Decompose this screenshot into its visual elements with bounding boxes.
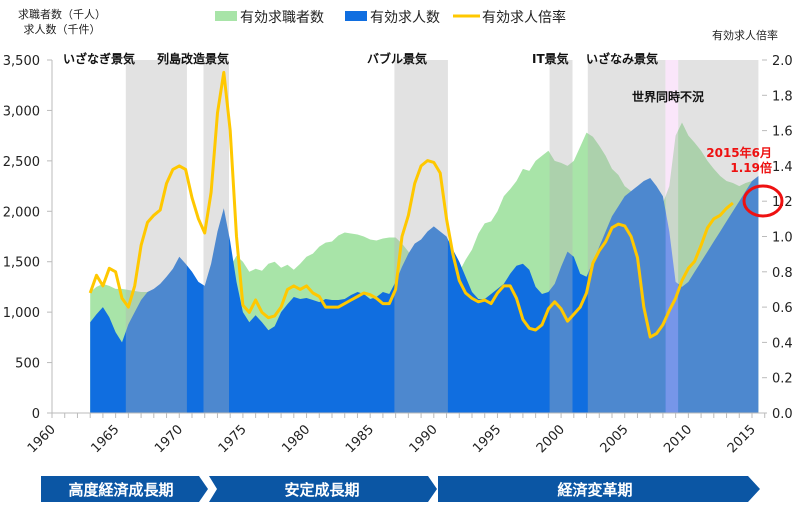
- left-tick-label: 2,500: [3, 155, 40, 170]
- period-label-it: IT景気: [532, 51, 569, 66]
- right-tick-label: 0.2: [772, 372, 793, 387]
- legend-swatch-job-openings: [345, 11, 367, 21]
- x-tick-label: 2000: [534, 422, 568, 456]
- right-tick-label: 0.4: [772, 336, 793, 351]
- ratio-line: [88, 70, 734, 339]
- era-arrow-stable-growth: [209, 476, 437, 502]
- era-arrow-high-growth: [41, 476, 208, 502]
- legend-label-job-openings: 有効求人数: [370, 10, 440, 26]
- left-tick-label: 1,500: [3, 256, 40, 271]
- right-tick-label: 2.0: [772, 54, 793, 69]
- period-label-izanami: いざなみ景気: [586, 51, 658, 66]
- era-label-economic-change: 経済変革期: [557, 481, 632, 499]
- annotation-value: 1.19倍: [730, 160, 772, 175]
- left-tick-label: 1,000: [3, 306, 40, 321]
- x-axis-ticks: 1960 1965 1970 1975 1980 1985 1990 1995 2000 2005…: [25, 413, 766, 456]
- left-axis-ticks: 0 500 1,000 1,500 2,000 2,500 3,000 3,500: [3, 54, 52, 422]
- shaded-period: [125, 60, 187, 413]
- x-tick-label: 2015: [725, 422, 759, 456]
- right-tick-label: 0.8: [772, 266, 793, 281]
- shaded-period: [678, 60, 759, 413]
- right-tick-label: 0.0: [772, 407, 793, 422]
- x-tick-label: 1990: [407, 422, 441, 456]
- x-tick-label: 1965: [88, 422, 122, 456]
- x-tick-label: 2010: [661, 422, 695, 456]
- series-job-openings-area: [90, 176, 759, 413]
- legend-label-ratio: 有効求人倍率: [482, 9, 566, 26]
- left-axis-title-line2: 求人数（千件）: [24, 23, 101, 36]
- shaded-period: [549, 60, 573, 413]
- era-banner: 高度経済成長期 安定成長期 経済変革期: [41, 476, 760, 502]
- right-axis-title: 有効求人倍率: [712, 28, 778, 42]
- x-tick-label: 1960: [25, 422, 59, 456]
- job-openings-area: [90, 176, 759, 413]
- x-tick-label: 1980: [279, 422, 313, 456]
- era-label-stable-growth: 安定成長期: [284, 481, 359, 499]
- x-tick-label: 1970: [152, 422, 186, 456]
- annotation-circle: [742, 184, 784, 218]
- right-tick-label: 1.8: [772, 89, 793, 104]
- shaded-period: [587, 60, 666, 413]
- x-tick-label: 2005: [598, 422, 632, 456]
- shaded-period: [665, 60, 679, 413]
- left-axis-title-line1: 求職者数（千人）: [18, 8, 106, 21]
- legend-swatch-job-seekers: [215, 11, 237, 21]
- right-axis-ticks: 0.00.20.40.60.81.01.21.41.61.82.0: [762, 54, 793, 422]
- left-tick-label: 3,000: [3, 104, 40, 119]
- legend: 有効求職者数 有効求人数 有効求人倍率: [215, 9, 566, 26]
- legend-label-job-seekers: 有効求職者数: [240, 10, 324, 26]
- era-arrow-economic-change: [438, 476, 760, 502]
- period-label-bubble: バブル景気: [367, 51, 427, 66]
- x-tick-label: 1995: [470, 422, 504, 456]
- x-tick-label: 1985: [343, 422, 377, 456]
- left-tick-label: 500: [15, 357, 40, 372]
- right-tick-label: 0.6: [772, 301, 793, 316]
- period-label-izanagi: いざなぎ景気: [63, 51, 135, 66]
- left-tick-label: 3,500: [3, 54, 40, 69]
- annotation-date: 2015年6月: [706, 145, 772, 160]
- left-tick-label: 0: [32, 407, 40, 422]
- period-label-world-recession: 世界同時不況: [632, 89, 704, 104]
- era-label-high-growth: 高度経済成長期: [68, 481, 173, 499]
- right-tick-label: 1.6: [772, 125, 793, 140]
- right-tick-label: 1.0: [772, 231, 793, 246]
- right-tick-label: 1.4: [772, 160, 793, 175]
- x-tick-label: 1975: [216, 422, 250, 456]
- period-labels: いざなぎ景気 列島改造景気 バブル景気 IT景気 いざなみ景気 世界同時不況: [63, 51, 704, 104]
- shaded-periods: [125, 60, 759, 413]
- period-label-rettou: 列島改造景気: [157, 51, 229, 66]
- left-tick-label: 2,000: [3, 205, 40, 220]
- series-ratio-line: [88, 70, 734, 339]
